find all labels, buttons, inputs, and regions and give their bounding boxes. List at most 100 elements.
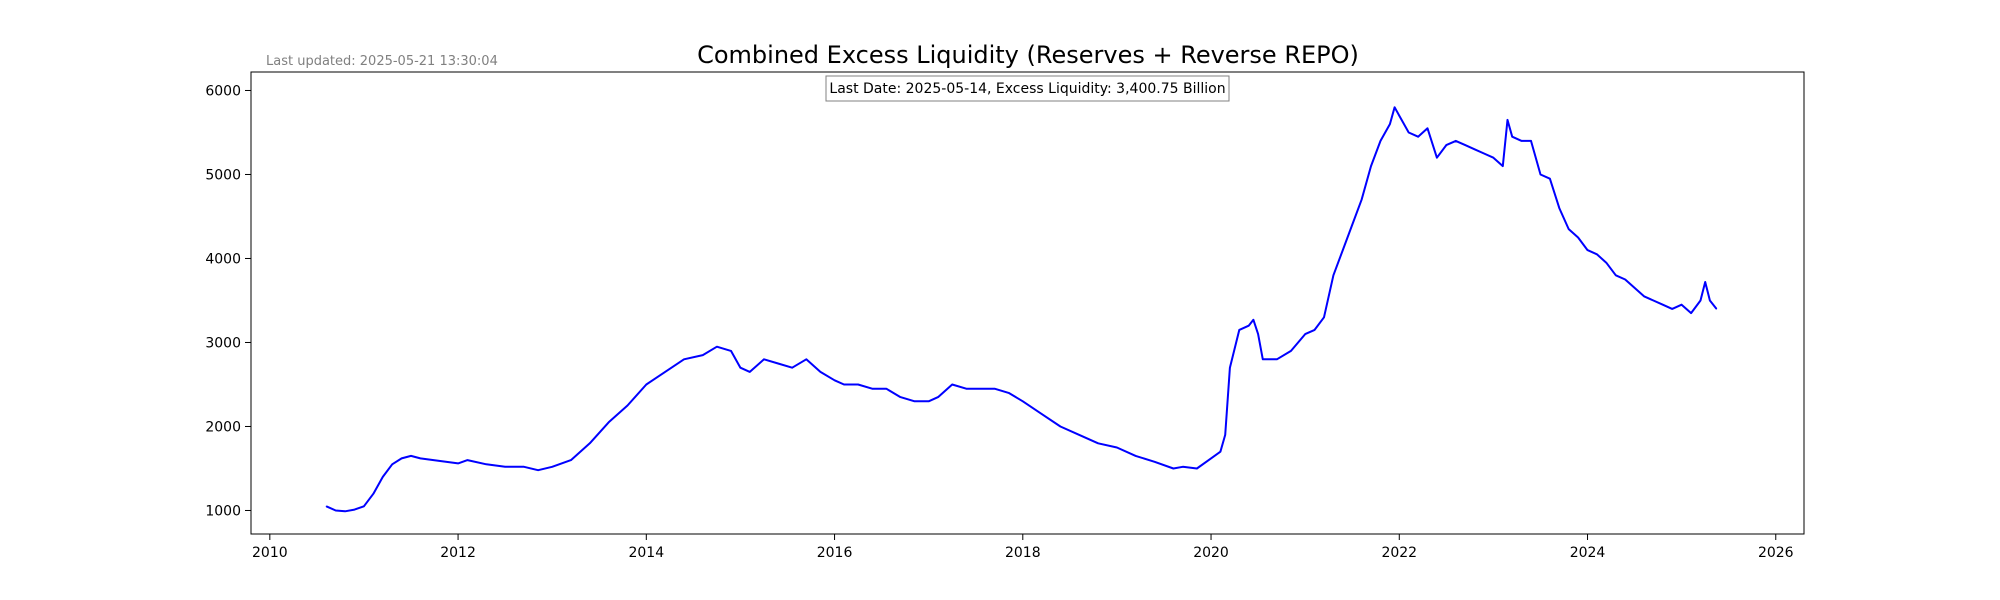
data-point (899, 396, 902, 398)
data-point (1426, 127, 1429, 129)
data-point (1699, 299, 1702, 302)
data-point (1577, 236, 1579, 239)
y-tick-label: 2000 (205, 419, 241, 435)
data-point (1078, 434, 1080, 436)
data-point (1342, 249, 1344, 251)
data-point (1549, 178, 1551, 180)
data-point (1196, 467, 1198, 470)
data-point (1408, 131, 1410, 134)
data-point (819, 371, 822, 373)
data-point (1229, 367, 1231, 369)
data-point (1681, 304, 1683, 306)
data-point (1370, 165, 1372, 167)
data-point (1436, 157, 1438, 159)
data-point (608, 421, 610, 423)
data-point (857, 383, 859, 386)
plot-area-frame (250, 71, 1805, 535)
y-tick-label: 1000 (205, 503, 241, 519)
chart-title: Combined Excess Liquidity (Reserves + Re… (697, 41, 1359, 69)
data-point (1379, 140, 1382, 142)
data-point (344, 510, 346, 512)
data-point (1304, 333, 1306, 335)
y-tick-label: 3000 (205, 335, 241, 351)
data-point (664, 371, 666, 373)
data-point (1022, 400, 1024, 402)
y-axis: 1000 2000 3000 4000 5000 6000 (205, 83, 251, 519)
data-point (1483, 152, 1485, 155)
data-point (739, 367, 742, 369)
data-point (979, 388, 982, 390)
data-point (1276, 358, 1278, 360)
data-point (1116, 446, 1118, 449)
data-point (1605, 262, 1607, 264)
y-tick-label: 5000 (205, 167, 241, 183)
data-point (1248, 325, 1250, 327)
data-point (805, 358, 807, 360)
data-point (1361, 199, 1363, 201)
x-axis: 2010 2012 2014 2016 2018 2020 2022 2024 2026 (252, 534, 1794, 561)
data-point (1154, 461, 1156, 463)
data-point (1210, 457, 1212, 459)
series-points (325, 106, 1718, 512)
data-point (1511, 136, 1513, 138)
data-point (1521, 140, 1523, 142)
data-point (570, 459, 572, 461)
data-point (1539, 173, 1542, 176)
data-point (382, 476, 384, 478)
data-point (834, 379, 836, 381)
data-point (1715, 308, 1718, 310)
data-point (1041, 413, 1043, 415)
data-point (1351, 224, 1353, 226)
data-point (937, 396, 939, 398)
data-point (457, 462, 459, 464)
data-point (1445, 144, 1447, 146)
data-point (871, 388, 873, 390)
data-point (438, 460, 440, 462)
data-point (335, 509, 337, 512)
data-point (1596, 253, 1598, 255)
data-point (419, 457, 421, 459)
data-point (749, 371, 751, 373)
data-point (589, 442, 591, 444)
last-updated-label: Last updated: 2025-05-21 13:30:04 (266, 54, 498, 69)
data-point (1323, 316, 1325, 318)
data-point (1502, 165, 1504, 167)
data-point (372, 493, 374, 495)
data-point (1238, 329, 1240, 331)
data-point (1568, 228, 1570, 230)
data-point (410, 455, 412, 457)
data-point (843, 383, 845, 386)
data-point (1624, 278, 1626, 281)
x-tick-label: 2024 (1570, 545, 1606, 561)
data-point (1474, 148, 1476, 150)
data-point (645, 383, 647, 386)
data-point (1671, 308, 1673, 310)
data-point (353, 509, 356, 511)
data-point (1455, 140, 1457, 142)
x-tick-label: 2022 (1381, 545, 1417, 561)
data-point (523, 466, 525, 468)
data-point (1257, 333, 1259, 335)
data-point (1709, 299, 1711, 302)
data-point (1097, 442, 1099, 444)
annotation-box (825, 75, 1230, 102)
y-tick-label: 4000 (205, 251, 241, 267)
data-point (1643, 295, 1645, 297)
data-point (1224, 434, 1226, 436)
data-point (551, 466, 553, 468)
data-point (1398, 115, 1400, 117)
data-point (537, 469, 539, 471)
data-point (325, 505, 327, 507)
data-point (1389, 123, 1391, 125)
data-point (928, 400, 930, 402)
data-point (1558, 207, 1560, 209)
x-tick-label: 2014 (628, 545, 664, 561)
data-point (1615, 274, 1617, 276)
data-point (683, 358, 685, 360)
data-point (391, 463, 393, 465)
data-point (1314, 329, 1316, 331)
data-point (1332, 274, 1334, 276)
series-line (325, 106, 1718, 513)
data-point (1530, 140, 1532, 142)
